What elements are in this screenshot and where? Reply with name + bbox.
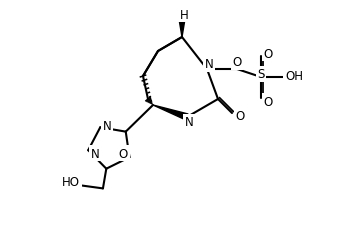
- Text: OH: OH: [285, 69, 303, 82]
- Polygon shape: [179, 20, 185, 38]
- Text: S: S: [257, 68, 265, 81]
- Text: HO: HO: [62, 175, 80, 188]
- Text: N: N: [91, 147, 100, 160]
- Text: N: N: [205, 58, 213, 71]
- Text: N: N: [103, 119, 112, 132]
- Text: H: H: [180, 8, 188, 21]
- Text: N: N: [185, 116, 193, 129]
- Text: O: O: [263, 95, 273, 108]
- Text: O: O: [119, 147, 128, 160]
- Text: O: O: [235, 109, 245, 122]
- Text: O: O: [232, 56, 242, 69]
- Polygon shape: [153, 106, 188, 120]
- Text: O: O: [263, 47, 273, 60]
